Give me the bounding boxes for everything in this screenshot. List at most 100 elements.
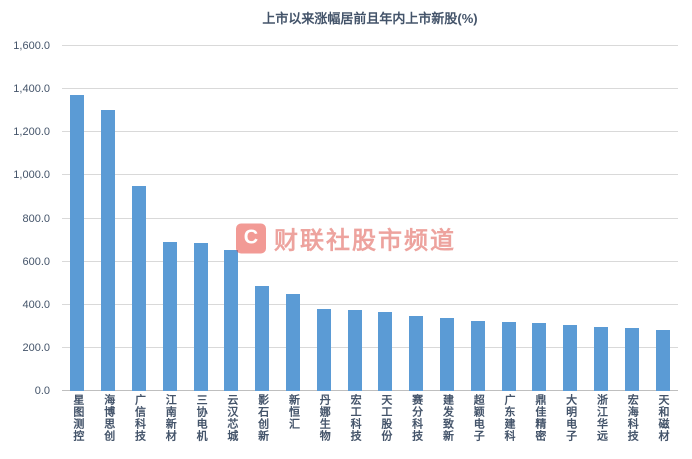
bar <box>532 323 547 391</box>
y-tick-label: 800.0 <box>22 212 50 225</box>
y-tick-label: 1,000.0 <box>13 169 50 182</box>
y-axis: 0.0 200.0 400.0 600.0 800.0 1,000.0 1,200.0 1,4… <box>0 40 56 397</box>
x-slot: 江南新材 <box>154 394 185 456</box>
x-axis-label: 丹娜生物 <box>318 394 331 442</box>
gridline <box>62 303 678 305</box>
x-slot: 影石创新 <box>247 394 278 456</box>
bar <box>316 309 331 391</box>
bar-slot <box>62 46 93 391</box>
bar-slot <box>647 46 678 391</box>
x-slot: 丹娜生物 <box>308 394 339 456</box>
y-tick-label: 1,200.0 <box>13 126 50 139</box>
bar <box>224 249 239 391</box>
x-slot: 大明电子 <box>555 394 586 456</box>
bar-slot <box>370 46 401 391</box>
bar <box>285 293 300 391</box>
x-axis-label: 海博思创 <box>102 394 115 442</box>
x-axis-label: 天工股份 <box>379 394 392 442</box>
bar <box>193 242 208 391</box>
bar <box>409 315 424 391</box>
x-slot: 赛分科技 <box>401 394 432 456</box>
y-tick-label: 400.0 <box>22 298 50 311</box>
x-axis-label: 三协电机 <box>195 394 208 442</box>
gridline <box>62 88 678 90</box>
x-slot: 云汉芯城 <box>216 394 247 456</box>
gridline <box>62 174 678 176</box>
x-axis-label: 宏工科技 <box>349 394 362 442</box>
y-tick-label: 1,400.0 <box>13 83 50 96</box>
bar <box>501 322 516 391</box>
y-tick-label: 600.0 <box>22 255 50 268</box>
bar <box>255 285 270 391</box>
bar <box>131 186 146 391</box>
bar <box>378 312 393 391</box>
gridline <box>62 131 678 133</box>
bar-slot <box>493 46 524 391</box>
chart-title: 上市以来涨幅居前且年内上市新股(%) <box>262 11 478 26</box>
bar-slot <box>185 46 216 391</box>
bar <box>162 242 177 391</box>
bar-slot <box>247 46 278 391</box>
bar-slot <box>432 46 463 391</box>
x-slot: 新恒汇 <box>278 394 309 456</box>
bar <box>101 109 116 391</box>
bar-slot <box>555 46 586 391</box>
x-slot: 浙江华远 <box>586 394 617 456</box>
x-axis-label: 建发致新 <box>441 394 454 442</box>
bar-slot <box>93 46 124 391</box>
x-axis-label: 超颖电子 <box>472 394 485 442</box>
bar-slot <box>616 46 647 391</box>
y-tick-label: 1,600.0 <box>13 40 50 52</box>
x-axis-label: 天和磁材 <box>657 394 670 442</box>
x-slot: 天和磁材 <box>647 394 678 456</box>
bar-slot <box>124 46 155 391</box>
bar-series <box>62 46 678 391</box>
gridline <box>62 346 678 348</box>
bar-slot <box>339 46 370 391</box>
bar <box>593 326 608 391</box>
x-axis-label: 广东建科 <box>503 394 516 442</box>
x-axis-label: 影石创新 <box>256 394 269 442</box>
x-axis-label: 浙江华远 <box>595 394 608 442</box>
x-slot: 天工股份 <box>370 394 401 456</box>
x-slot: 海博思创 <box>93 394 124 456</box>
bar <box>624 328 639 391</box>
x-slot: 宏工科技 <box>339 394 370 456</box>
x-slot: 广信科技 <box>124 394 155 456</box>
x-slot: 星图测控 <box>62 394 93 456</box>
x-axis-label: 江南新材 <box>164 394 177 442</box>
x-slot: 宏海科技 <box>616 394 647 456</box>
bar <box>470 320 485 391</box>
x-axis-label: 大明电子 <box>564 394 577 442</box>
x-slot: 建发致新 <box>432 394 463 456</box>
gridline <box>62 390 678 391</box>
gridline <box>62 217 678 219</box>
x-axis-label: 云汉芯城 <box>225 394 238 442</box>
bar <box>655 329 670 391</box>
y-tick-label: 0.0 <box>34 385 50 397</box>
x-axis-label: 宏海科技 <box>626 394 639 442</box>
bar <box>70 94 85 391</box>
bar <box>439 317 454 391</box>
x-slot: 广东建科 <box>493 394 524 456</box>
x-axis-label: 赛分科技 <box>410 394 423 442</box>
x-axis-label: 广信科技 <box>133 394 146 442</box>
bar <box>347 309 362 391</box>
gridline <box>62 260 678 262</box>
bar-slot <box>278 46 309 391</box>
bar-slot <box>401 46 432 391</box>
bar-slot <box>154 46 185 391</box>
plot-area <box>62 45 678 391</box>
x-axis: 星图测控 海博思创 广信科技 江南新材 三协电机 云汉芯城 影石创新 新恒汇 丹娜生物 宏工科技 天… <box>62 394 678 456</box>
x-axis-label: 鼎佳精密 <box>533 394 546 442</box>
x-slot: 超颖电子 <box>462 394 493 456</box>
x-axis-label: 星图测控 <box>71 394 84 442</box>
bar-slot <box>524 46 555 391</box>
bar-slot <box>216 46 247 391</box>
y-tick-label: 200.0 <box>22 341 50 354</box>
gridline <box>62 45 678 46</box>
x-axis-label: 新恒汇 <box>287 394 300 430</box>
bar-slot <box>586 46 617 391</box>
x-slot: 三协电机 <box>185 394 216 456</box>
